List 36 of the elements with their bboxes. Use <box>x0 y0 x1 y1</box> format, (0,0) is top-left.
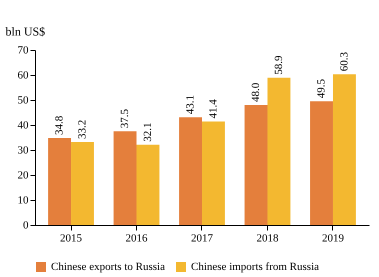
x-tick-label: 2018 <box>256 232 279 244</box>
data-label: 49.5 <box>316 78 328 98</box>
y-tick-label: 40 <box>18 120 29 132</box>
bar <box>179 117 202 225</box>
data-label: 41.4 <box>207 98 220 118</box>
bar <box>114 131 137 225</box>
bar <box>71 142 94 225</box>
y-tick-label: 30 <box>18 144 29 156</box>
bar <box>267 78 290 225</box>
bar <box>310 101 333 225</box>
y-tick-label: 0 <box>23 220 29 232</box>
bar <box>48 138 72 225</box>
x-tick-label: 2015 <box>60 232 83 244</box>
y-tick-label: 50 <box>18 94 29 106</box>
bar <box>244 105 268 225</box>
data-label: 37.5 <box>119 108 132 128</box>
bar <box>136 144 160 225</box>
y-tick-label: 60 <box>18 70 29 82</box>
bar <box>202 122 225 225</box>
data-label: 33.2 <box>76 120 88 139</box>
x-tick-label: 2017 <box>191 232 214 244</box>
y-tick-label: 10 <box>18 194 29 206</box>
data-label: 48.0 <box>250 82 262 102</box>
legend-label: Chinese exports to Russia <box>51 261 166 273</box>
y-tick-label: 20 <box>18 170 29 182</box>
x-tick-label: 2016 <box>126 232 148 244</box>
data-label: 60.3 <box>338 52 350 72</box>
data-label: 34.8 <box>54 115 66 135</box>
legend-label: Chinese imports from Russia <box>191 261 320 273</box>
x-tick-label: 2019 <box>322 232 344 244</box>
y-axis-title: bln US$ <box>6 24 46 38</box>
data-label: 43.1 <box>184 95 197 114</box>
data-label: 32.1 <box>142 122 154 142</box>
bar <box>332 74 356 225</box>
data-label: 58.9 <box>272 55 285 75</box>
y-tick-label: 70 <box>18 44 29 56</box>
